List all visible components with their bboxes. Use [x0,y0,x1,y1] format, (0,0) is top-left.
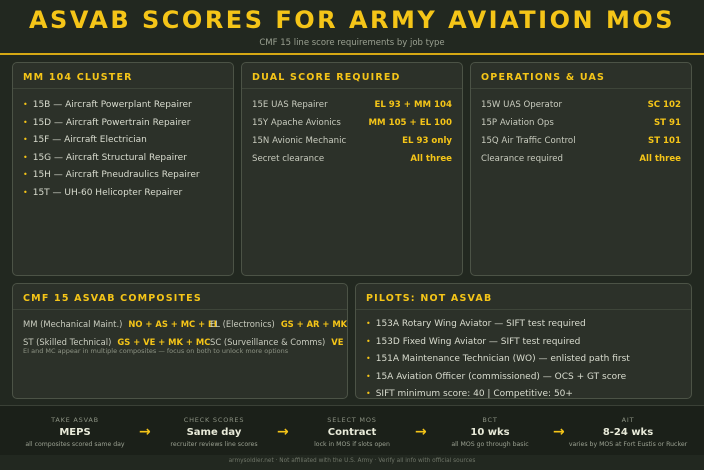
card-divider [356,309,691,310]
composite-item: SC (Surveillance & Comms)VE + AR + AS + … [210,337,347,347]
composites-note: EI and MC appear in multiple composites … [23,347,289,355]
step-description: lock in MOS if slots open [314,441,390,448]
footer-credit: armysoldier.net · Not affiliated with th… [228,458,476,464]
card-divider [471,88,691,89]
arrow-right-icon: → [415,424,427,440]
list-item: • SIFT minimum score: 40 | Competitive: 5… [366,389,573,399]
step-description: all composites scored same day [25,441,125,448]
page-title: ASVAB SCORES FOR ARMY AVIATION MOS [28,6,676,34]
list-item: • 15A Aviation Officer (commissioned) — O… [366,371,627,382]
pilots-list: • 153A Rotary Wing Aviator — SIFT test re… [366,315,630,399]
step-label: BCT [482,416,498,424]
score-row: Clearance required All three [481,154,681,164]
bullet-icon: • [366,389,371,398]
mm104-card-title: MM 104 CLUSTER [23,72,133,83]
step-value: MEPS [59,427,91,438]
composite-item: EL (Electronics)GS + AR + MK + EI [210,319,348,329]
pilots-card-title: PILOTS: NOT ASVAB [366,293,493,304]
arrow-right-icon: → [139,424,151,440]
card-divider [13,88,233,89]
composite-item: MM (Mechanical Maint.) NO + AS + MC + EI [23,319,217,329]
header-divider [0,53,704,55]
arrow-right-icon: → [553,424,565,440]
composite-item: ST (Skilled Technical) GS + VE + MK + MC [23,337,211,347]
list-item: • 15H — Aircraft Pneudraulics Repairer [23,170,200,180]
step-value: 10 wks [470,427,510,438]
step-label: SELECT MOS [327,416,377,424]
score-row: 15Y Apache Avionics MM 105 + EL 100 [252,118,452,128]
list-item: • 15T — UH-60 Helicopter Repairer [23,187,183,198]
operations-rows: 15W UAS Operator SC 102 15P Aviation Ops S… [481,96,681,168]
step-take-asvab: TAKE ASVAB MEPS all composites scored sa… [15,416,135,448]
bullet-icon: • [23,170,28,179]
list-item: • 15B — Aircraft Powerplant Repairer [23,100,192,110]
step-value: Same day [186,427,242,438]
step-check-scores: CHECK SCORES Same day recruiter reviews … [154,416,274,448]
card-divider [13,309,347,310]
list-item: • 15F — Aircraft Electrician [23,135,147,145]
list-item: • 151A Maintenance Technician (WO) — enli… [366,354,630,364]
composites-card: CMF 15 ASVAB COMPOSITES MM (Mechanical M… [12,283,348,399]
list-item: • 153D Fixed Wing Aviator — SIFT test req… [366,336,581,347]
step-description: all MOS go through basic [451,441,529,448]
list-item: • 15D — Aircraft Powertrain Repairer [23,117,191,128]
dual-score-card: DUAL SCORE REQUIRED 15E UAS Repairer EL 9… [241,62,463,276]
bullet-icon: • [366,336,371,346]
composites-card-title: CMF 15 ASVAB COMPOSITES [23,293,202,304]
composites-row: MM (Mechanical Maint.) NO + AS + MC + EI … [23,315,347,333]
step-bct: BCT 10 wks all MOS go through basic [430,416,550,448]
composites-row: ST (Skilled Technical) GS + VE + MK + MC … [23,333,347,351]
step-ait: AIT 8-24 wks varies by MOS at Fort Eusti… [568,416,688,448]
arrow-right-icon: → [277,424,289,440]
step-label: TAKE ASVAB [51,416,99,424]
bullet-icon: • [23,100,28,109]
step-label: CHECK SCORES [183,416,245,424]
bullet-icon: • [366,354,371,363]
score-row: 15E UAS Repairer EL 93 + MM 104 [252,100,452,110]
step-value: Contract [327,427,377,438]
mm104-card: MM 104 CLUSTER • 15B — Aircraft Powerplan… [12,62,234,276]
bullet-icon: • [366,319,371,328]
operations-card-title: OPERATIONS & UAS [481,72,606,83]
mm104-list: • 15B — Aircraft Powerplant Repairer • 15D… [23,96,200,201]
step-select-mos: SELECT MOS Contract lock in MOS if slots… [292,416,412,448]
step-description: varies by MOS at Fort Eustis or Rucker [568,441,688,448]
score-row: 15P Aviation Ops ST 91 [481,118,681,128]
list-item: • 15G — Aircraft Structural Repairer [23,152,187,163]
step-description: recruiter reviews line scores [170,441,258,448]
operations-card: OPERATIONS & UAS 15W UAS Operator SC 102 … [470,62,692,276]
score-row: 15N Avionic Mechanic EL 93 only [252,136,452,146]
dual-score-rows: 15E UAS Repairer EL 93 + MM 104 15Y Apach… [252,96,452,168]
step-value: 8-24 wks [602,427,654,438]
bullet-icon: • [23,187,28,197]
bullet-icon: • [366,371,371,381]
process-steps: TAKE ASVAB MEPS all composites scored sa… [0,405,704,455]
bullet-icon: • [23,117,28,127]
pilots-card: PILOTS: NOT ASVAB • 153A Rotary Wing Avia… [355,283,692,399]
step-label: AIT [621,416,635,424]
score-row: Secret clearance All three [252,154,452,164]
score-row: 15Q Air Traffic Control ST 101 [481,136,681,146]
bullet-icon: • [23,135,28,144]
page-subtitle: CMF 15 line score requirements by job ty… [259,38,445,48]
header: ASVAB SCORES FOR ARMY AVIATION MOS CMF 1… [0,0,704,55]
score-row: 15W UAS Operator SC 102 [481,100,681,110]
bullet-icon: • [23,152,28,162]
card-divider [242,88,462,89]
list-item: • 153A Rotary Wing Aviator — SIFT test re… [366,319,586,329]
dual-score-card-title: DUAL SCORE REQUIRED [252,72,401,83]
